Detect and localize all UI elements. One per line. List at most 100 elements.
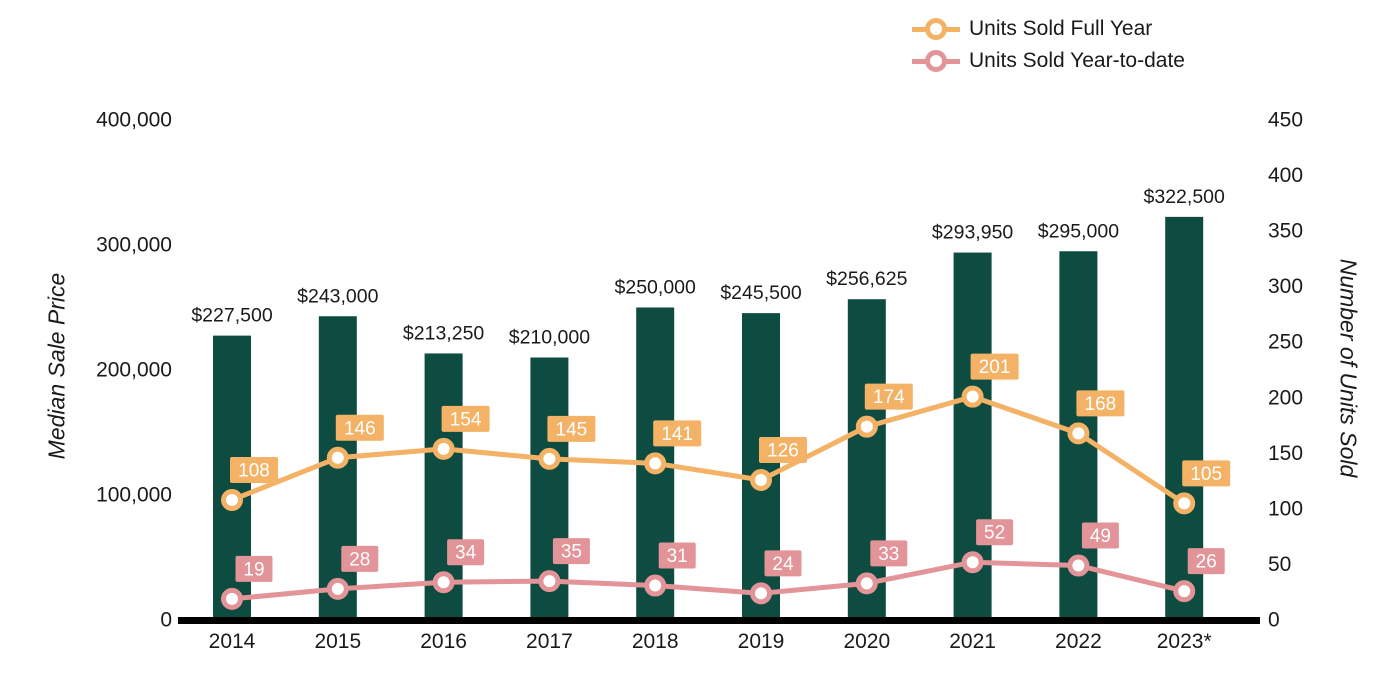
legend: Units Sold Full Year Units Sold Year-to-… [912, 14, 1185, 76]
bar-value-label: $295,000 [1038, 220, 1119, 242]
line-marker-icon [912, 14, 960, 44]
right-axis-tick-label: 400 [1268, 164, 1303, 187]
point-marker [221, 489, 243, 511]
point-marker [432, 437, 455, 460]
bar-value-label: $227,500 [191, 305, 272, 327]
point-value-chip [653, 420, 702, 447]
point-value-label: 52 [984, 523, 1005, 544]
x-axis-label: 2022 [1055, 630, 1102, 653]
point-value-label: 201 [979, 357, 1011, 378]
left-axis-tick-label: 100,000 [96, 484, 172, 507]
legend-label: Units Sold Year-to-date [969, 49, 1185, 72]
x-axis-label: 2020 [843, 630, 890, 653]
point-value-chip [970, 353, 1019, 380]
point-value-chip [447, 539, 485, 566]
point-marker [1173, 492, 1196, 515]
point-value-chip [235, 555, 273, 582]
point-marker [644, 452, 667, 475]
point-value-chip [759, 437, 807, 463]
point-value-label: 141 [661, 424, 693, 445]
point-marker [644, 574, 667, 597]
point-value-label: 34 [455, 543, 477, 564]
x-axis-label: 2016 [420, 630, 467, 653]
x-axis-label: 2019 [738, 630, 785, 653]
x-axis-line [178, 617, 1260, 624]
point-marker [961, 385, 984, 408]
x-axis-label: 2021 [949, 630, 996, 653]
point-value-label: 28 [349, 549, 370, 570]
bar-median-sale-price [847, 299, 886, 620]
legend-item-units-sold-full-year[interactable]: Units Sold Full Year [912, 14, 1185, 44]
bar-value-label: $256,625 [826, 268, 907, 290]
point-marker [432, 571, 455, 594]
bar-value-label: $293,950 [932, 222, 1013, 244]
point-value-chip [764, 550, 802, 577]
point-value-chip [870, 540, 908, 567]
point-marker [855, 572, 878, 595]
x-axis-label: 2023* [1157, 630, 1212, 653]
point-value-chip [230, 457, 278, 483]
point-marker [538, 447, 561, 470]
point-marker [961, 551, 984, 574]
point-value-chip [976, 519, 1014, 546]
left-axis-tick-label: 200,000 [96, 359, 172, 382]
right-axis-tick-label: 0 [1268, 609, 1280, 632]
point-value-label: 105 [1190, 464, 1222, 485]
left-axis-title: Median Sale Price [43, 272, 70, 460]
bar-value-label: $243,000 [297, 285, 378, 307]
point-marker [1067, 422, 1090, 445]
point-value-label: 146 [344, 418, 376, 439]
point-marker [326, 577, 349, 600]
right-axis-tick-label: 350 [1268, 220, 1303, 243]
right-axis-tick-label: 450 [1268, 109, 1303, 132]
point-value-chip [547, 415, 596, 442]
point-value-chip [1187, 548, 1225, 575]
point-marker [750, 469, 772, 491]
x-axis-label: 2018 [632, 630, 679, 653]
bar-value-label: $245,500 [720, 282, 801, 304]
point-marker [1173, 580, 1196, 603]
right-axis-tick-label: 200 [1268, 386, 1303, 409]
point-value-label: 31 [667, 546, 688, 567]
legend-item-units-sold-year-to-date[interactable]: Units Sold Year-to-date [912, 46, 1185, 76]
x-axis-label: 2017 [526, 630, 573, 653]
left-axis-tick-label: 300,000 [96, 234, 172, 257]
left-axis-tick-label: 400,000 [96, 109, 172, 132]
bar-value-label: $322,500 [1144, 186, 1225, 208]
point-value-chip [1081, 522, 1119, 549]
point-value-label: 19 [243, 559, 264, 580]
point-value-label: 174 [873, 387, 905, 408]
right-axis-tick-label: 100 [1268, 497, 1303, 520]
x-axis-label: 2015 [314, 630, 361, 653]
point-value-label: 26 [1196, 552, 1217, 573]
point-value-chip [441, 405, 490, 432]
point-value-label: 33 [878, 544, 899, 565]
point-value-label: 126 [767, 441, 799, 462]
point-value-chip [1076, 390, 1125, 417]
right-axis-tick-label: 300 [1268, 275, 1303, 298]
x-axis-label: 2014 [209, 630, 256, 653]
point-value-chip [658, 542, 696, 569]
point-value-chip [1182, 460, 1231, 487]
right-axis-title: Number of Units Sold [1335, 258, 1362, 478]
right-axis-tick-label: 150 [1268, 442, 1303, 465]
point-marker [221, 587, 243, 610]
point-value-chip [335, 414, 384, 441]
point-value-label: 35 [561, 542, 582, 563]
left-axis-tick-label: 0 [160, 609, 172, 632]
point-value-chip [552, 538, 590, 565]
point-value-label: 145 [556, 419, 588, 440]
point-marker [855, 415, 878, 438]
line-units-sold-year-to-date [231, 559, 1185, 602]
right-axis-tick-label: 50 [1268, 553, 1291, 576]
point-marker [1067, 554, 1090, 577]
point-marker [538, 570, 561, 593]
line-marker-icon [912, 46, 960, 76]
point-value-label: 108 [238, 461, 270, 482]
bar-value-label: $213,250 [403, 322, 484, 344]
point-value-label: 168 [1085, 394, 1117, 415]
point-marker [326, 446, 349, 469]
point-value-chip [864, 383, 913, 410]
